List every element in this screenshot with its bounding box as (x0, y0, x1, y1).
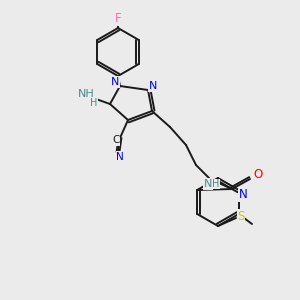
Text: F: F (115, 13, 121, 26)
Text: S: S (237, 209, 245, 223)
Text: C: C (112, 135, 120, 145)
Text: N: N (204, 179, 212, 189)
Text: H: H (90, 98, 98, 108)
Text: H: H (212, 179, 220, 189)
Text: N: N (116, 152, 124, 162)
Text: N: N (111, 77, 119, 87)
Text: O: O (254, 169, 262, 182)
Text: NH: NH (78, 89, 94, 99)
Text: N: N (238, 188, 247, 202)
Text: N: N (149, 81, 157, 91)
